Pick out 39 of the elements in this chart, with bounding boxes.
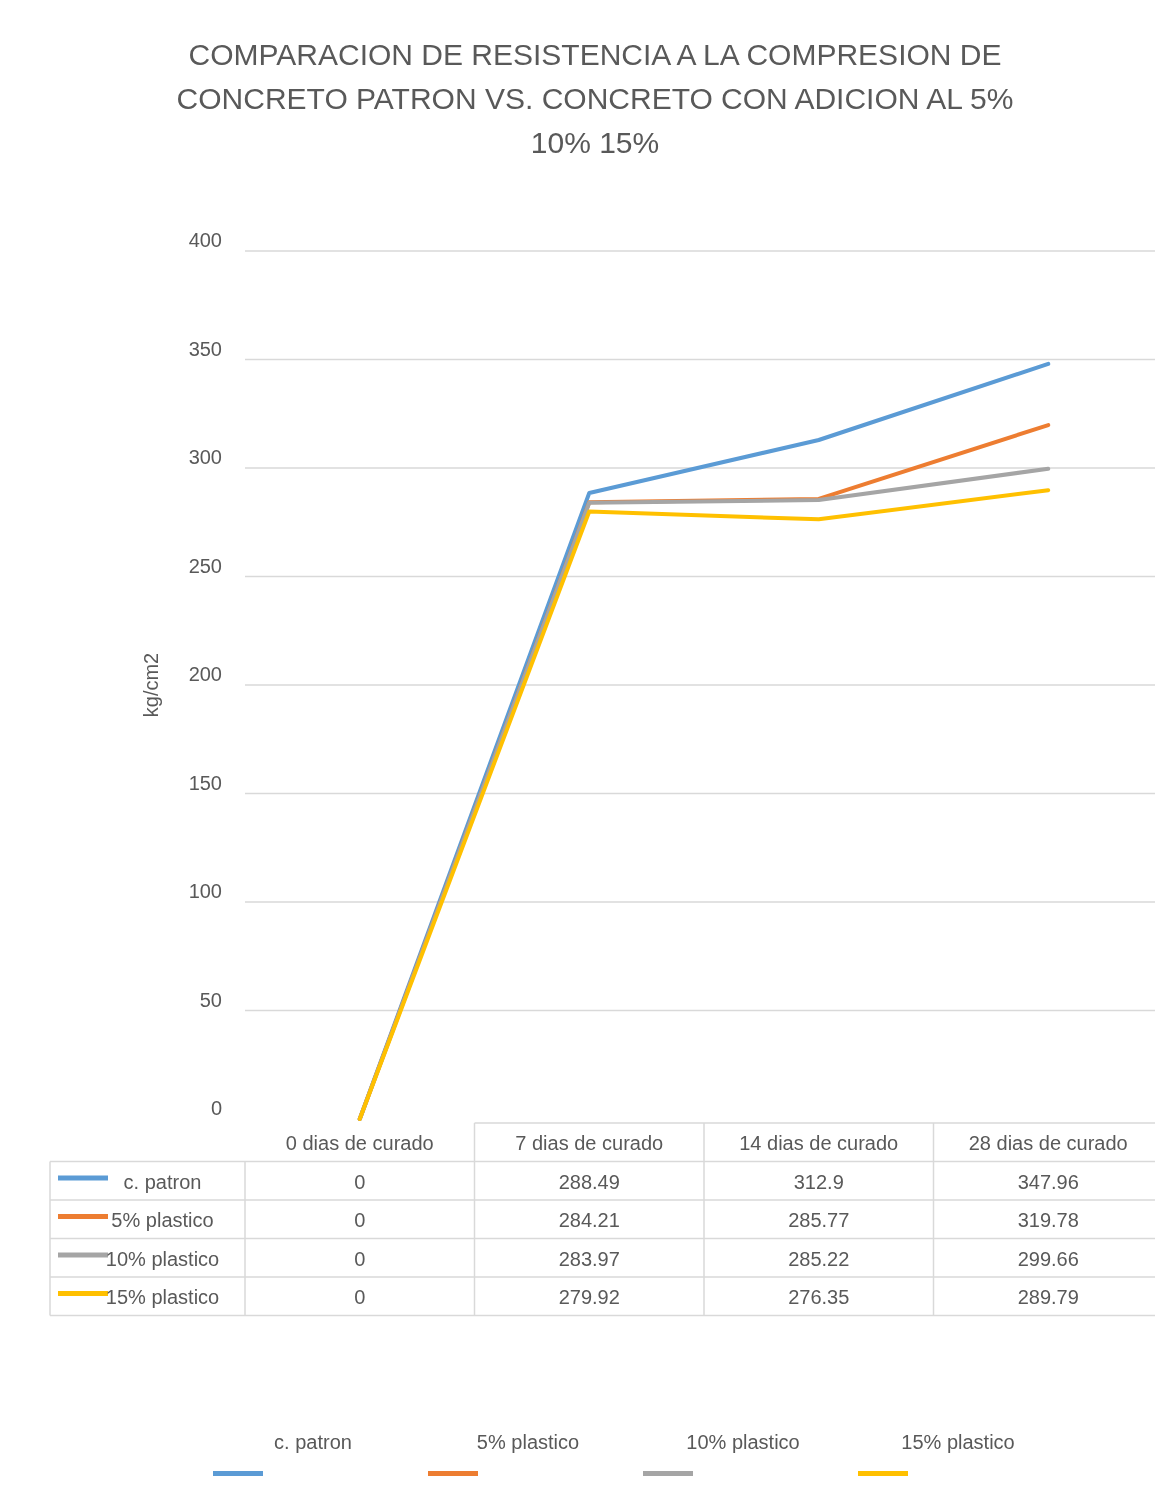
y-tick-label: 250 <box>188 554 222 577</box>
data-label: 276.35 <box>788 1286 850 1308</box>
data-label: 283.97 <box>558 1247 620 1270</box>
data-label: 0 <box>354 1209 366 1231</box>
y-tick-label: 50 <box>199 988 222 1011</box>
data-label: 279.92 <box>558 1286 620 1308</box>
text: c. patron <box>274 1431 352 1453</box>
data-label: 289.79 <box>1017 1286 1079 1308</box>
x-tick-label: 28 dias de curado <box>968 1132 1128 1154</box>
data-label: 347.96 <box>1017 1170 1079 1193</box>
y-tick-label: 100 <box>188 880 222 902</box>
data-label: 285.22 <box>788 1247 850 1270</box>
text: 10% plastico <box>686 1431 800 1453</box>
data-label: 319.78 <box>1017 1209 1079 1231</box>
text: 15% plastico <box>901 1431 1015 1453</box>
data-label: 0 <box>354 1247 366 1270</box>
legend-label: 10% plastico <box>105 1247 220 1270</box>
data-label: 0 <box>354 1170 366 1193</box>
y-tick-label: 400 <box>188 229 222 251</box>
data-label: 288.49 <box>558 1170 620 1193</box>
y-tick-label: 300 <box>188 446 222 468</box>
legend-label: c. patron <box>123 1170 202 1193</box>
x-tick-label: 0 dias de curado <box>285 1132 434 1154</box>
x-tick-label: 14 dias de curado <box>739 1132 899 1154</box>
y-tick-label: 150 <box>188 771 222 794</box>
y-tick-label: 350 <box>188 337 222 360</box>
text: 5% plastico <box>476 1431 580 1453</box>
data-label: 0 <box>354 1286 366 1308</box>
legend-label: 15% plastico <box>105 1286 220 1308</box>
y-tick-label: 200 <box>188 663 222 685</box>
legend-label: 5% plastico <box>111 1209 214 1231</box>
chart-title: COMPARACION DE RESISTENCIA A LA COMPRESION DE CONCRETO PATRON VS. CONCRETO CON ADICION AL 5% 10% 15% <box>176 38 1014 159</box>
y-axis-title: kg/cm2 <box>140 652 162 718</box>
data-label: 285.77 <box>788 1209 850 1231</box>
y-tick-label: 0 <box>210 1097 222 1119</box>
data-label: 284.21 <box>558 1209 620 1231</box>
data-label: 299.66 <box>1017 1247 1079 1270</box>
data-label: 312.9 <box>793 1170 844 1193</box>
x-tick-label: 7 dias de curado <box>515 1132 664 1154</box>
